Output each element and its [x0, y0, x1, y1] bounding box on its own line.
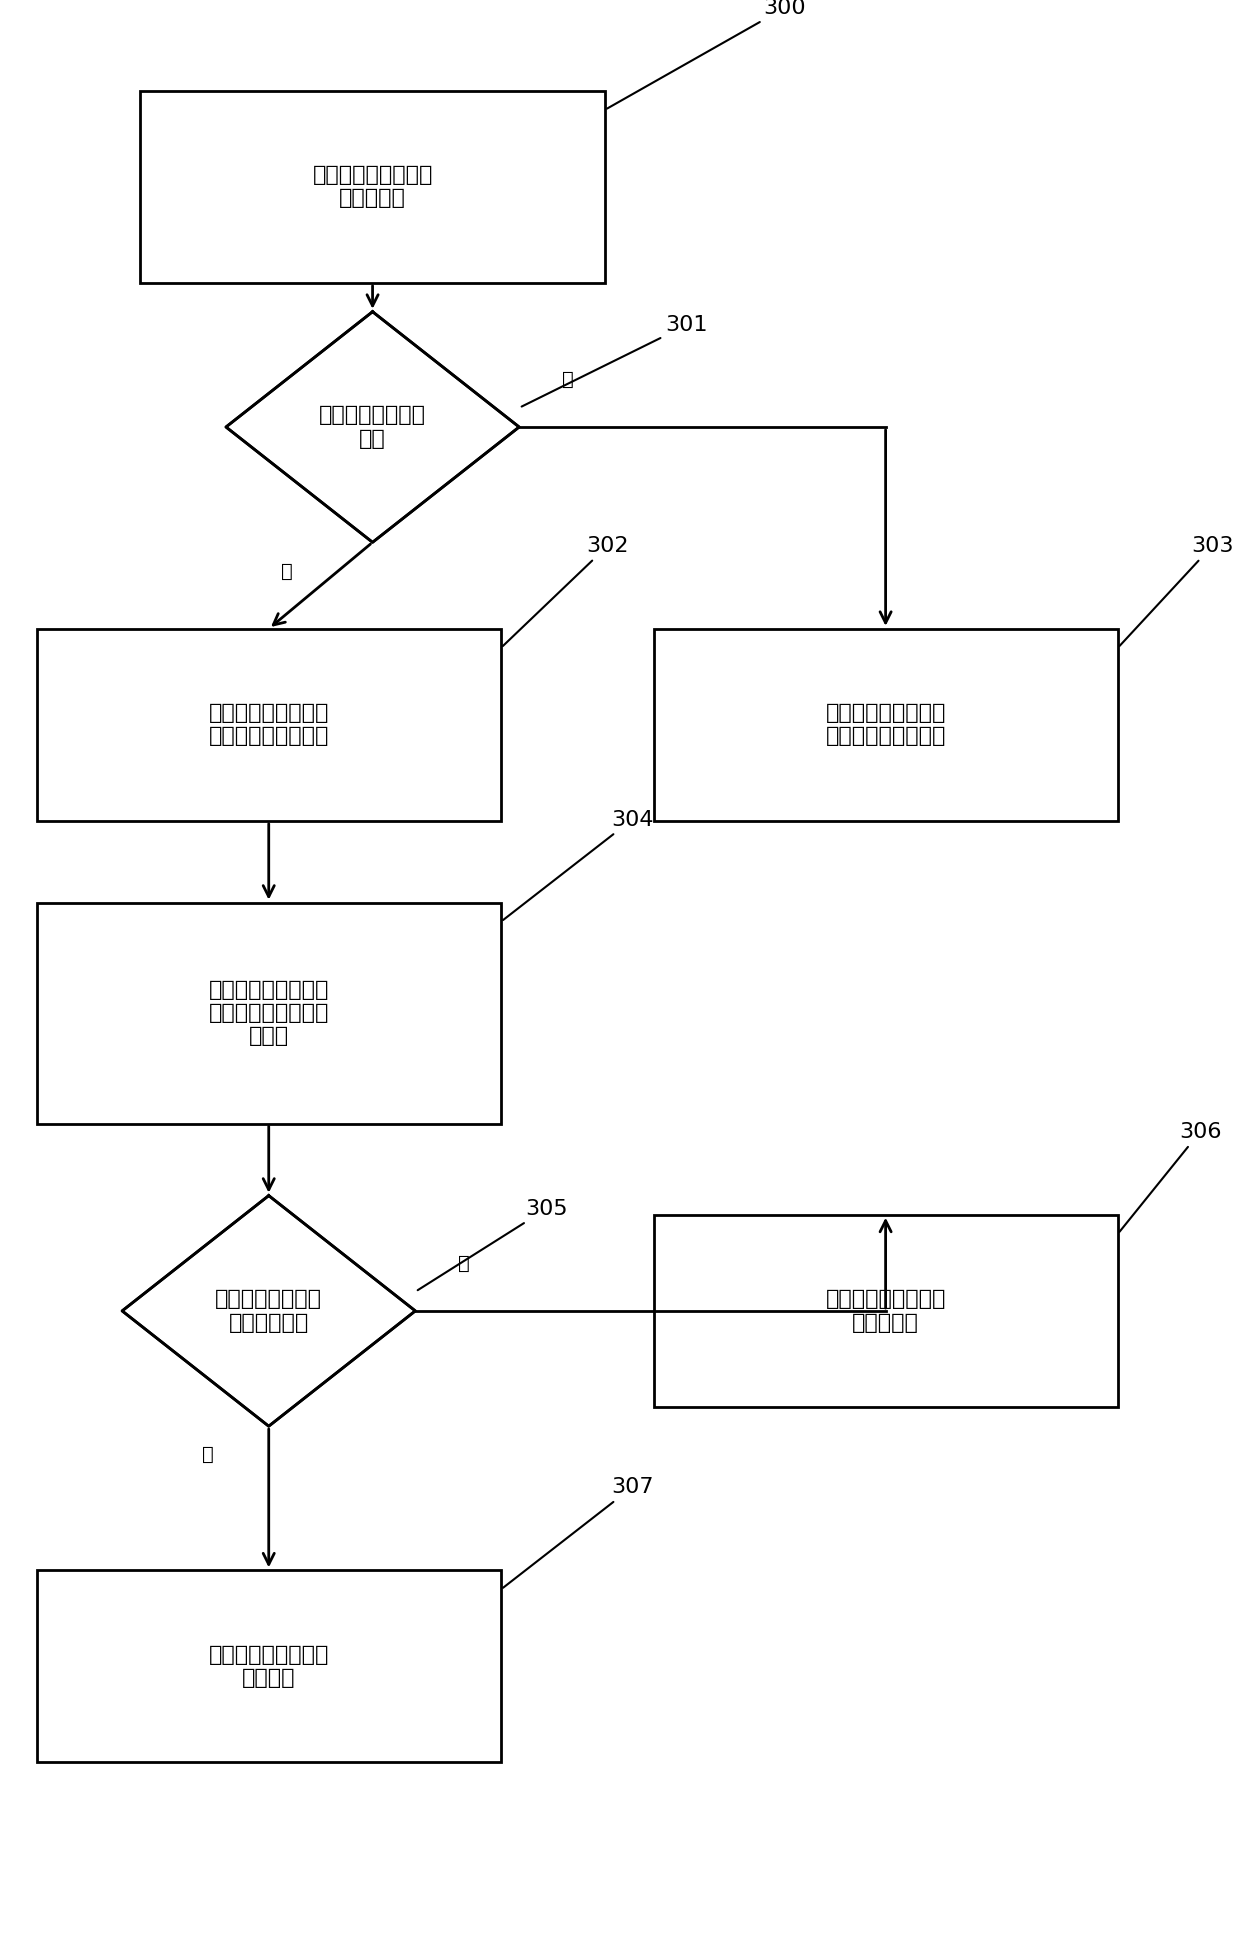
Text: 302: 302 — [503, 537, 629, 646]
Polygon shape — [123, 1196, 415, 1426]
Text: 303: 303 — [1120, 537, 1234, 646]
Text: 判断所述车辆停车
期间是否充电: 判断所述车辆停车 期间是否充电 — [216, 1290, 322, 1332]
Text: 接收待驶入充电车位
的识别信息: 接收待驶入充电车位 的识别信息 — [312, 165, 433, 208]
FancyBboxPatch shape — [37, 1570, 501, 1762]
Text: 是: 是 — [202, 1445, 213, 1465]
Text: 是: 是 — [281, 562, 293, 580]
Text: 发送充电费用给收费
管理系统: 发送充电费用给收费 管理系统 — [208, 1645, 329, 1688]
Text: 否: 否 — [459, 1253, 470, 1272]
FancyBboxPatch shape — [653, 1216, 1117, 1406]
Text: 否: 否 — [562, 370, 574, 389]
Text: 301: 301 — [522, 315, 708, 407]
Polygon shape — [226, 311, 520, 543]
FancyBboxPatch shape — [37, 902, 501, 1124]
Text: 判断是否为可充电
车辆: 判断是否为可充电 车辆 — [319, 405, 427, 449]
Text: 305: 305 — [418, 1198, 568, 1290]
Text: 306: 306 — [1120, 1122, 1221, 1231]
Text: 304: 304 — [503, 809, 653, 920]
Text: 控制所述充电车位的
车位锁处于闭合状态: 控制所述充电车位的 车位锁处于闭合状态 — [826, 704, 946, 747]
FancyBboxPatch shape — [140, 91, 605, 282]
FancyBboxPatch shape — [37, 628, 501, 821]
Text: 接收所述车辆的驶离
信息和充电车位的充
电数据: 接收所述车辆的驶离 信息和充电车位的充 电数据 — [208, 980, 329, 1046]
Text: 发送停车占用费给收
费管理系统: 发送停车占用费给收 费管理系统 — [826, 1290, 946, 1332]
Text: 300: 300 — [608, 0, 806, 109]
Text: 控制所述充电车位的
车位锁处于开启状态: 控制所述充电车位的 车位锁处于开启状态 — [208, 704, 329, 747]
FancyBboxPatch shape — [653, 628, 1117, 821]
Text: 307: 307 — [503, 1478, 653, 1587]
